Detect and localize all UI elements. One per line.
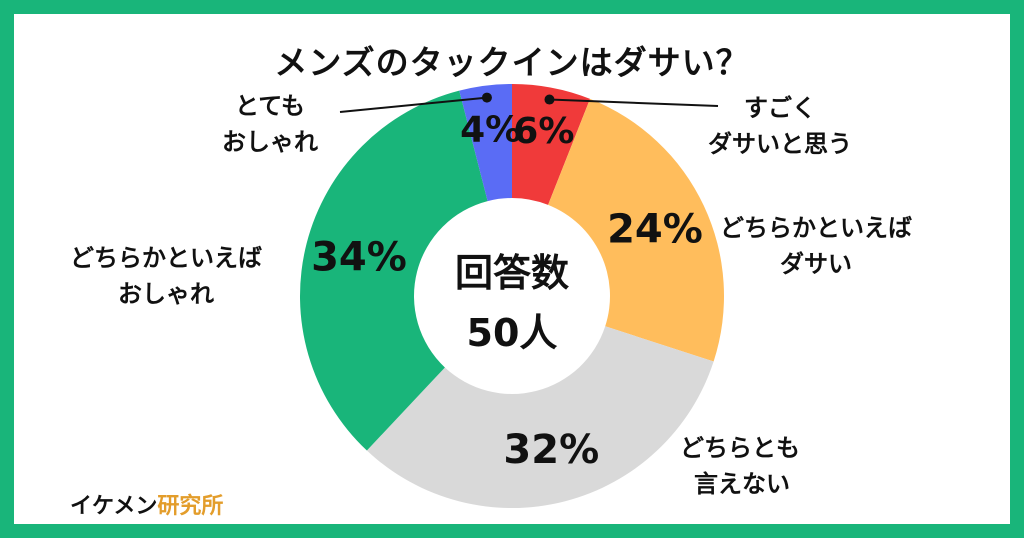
label-line: ダサい: [780, 250, 852, 278]
value-label-1: 24%: [607, 207, 703, 253]
label-line: おしゃれ: [118, 280, 214, 308]
brand-suffix: 研究所: [157, 494, 224, 519]
slice-1: [548, 98, 724, 362]
slice-0: [512, 84, 591, 205]
leader-line-0: [549, 98, 719, 107]
slice-2: [366, 326, 714, 508]
label-neither: どちらとも 言えない: [680, 430, 800, 502]
brand-logo: イケメン研究所: [70, 488, 223, 520]
label-line: どちらかといえば: [720, 214, 912, 242]
leader-line-4: [339, 96, 488, 113]
label-line: どちらとも: [680, 434, 800, 462]
value-label-3: 34%: [311, 235, 407, 281]
label-line: とても: [234, 92, 306, 120]
label-line: 言えない: [694, 470, 790, 498]
label-very-stylish: とても おしゃれ: [222, 88, 318, 160]
label-very-dasai: すごく ダサいと思う: [708, 90, 852, 162]
chart-title: メンズのタックインはダサい？: [274, 43, 750, 82]
value-label-4: 4%: [460, 109, 521, 150]
label-somewhat-dasai: どちらかといえば ダサい: [720, 210, 912, 282]
brand-name: イケメン: [70, 494, 158, 519]
center-label-line2: 50人: [467, 311, 558, 355]
value-label-2: 32%: [503, 427, 599, 473]
leader-dot-4: [481, 92, 492, 103]
value-label-0: 6%: [513, 111, 574, 152]
slice-3: [300, 90, 488, 451]
label-line: すごく: [744, 94, 816, 122]
center-label-line1: 回答数: [455, 251, 569, 295]
leader-dot-0: [544, 94, 555, 105]
label-somewhat-stylish: どちらかといえば おしゃれ: [70, 240, 262, 312]
slice-4: [459, 84, 512, 202]
label-line: ダサいと思う: [708, 130, 852, 158]
label-line: おしゃれ: [222, 128, 318, 156]
label-line: どちらかといえば: [70, 244, 262, 272]
